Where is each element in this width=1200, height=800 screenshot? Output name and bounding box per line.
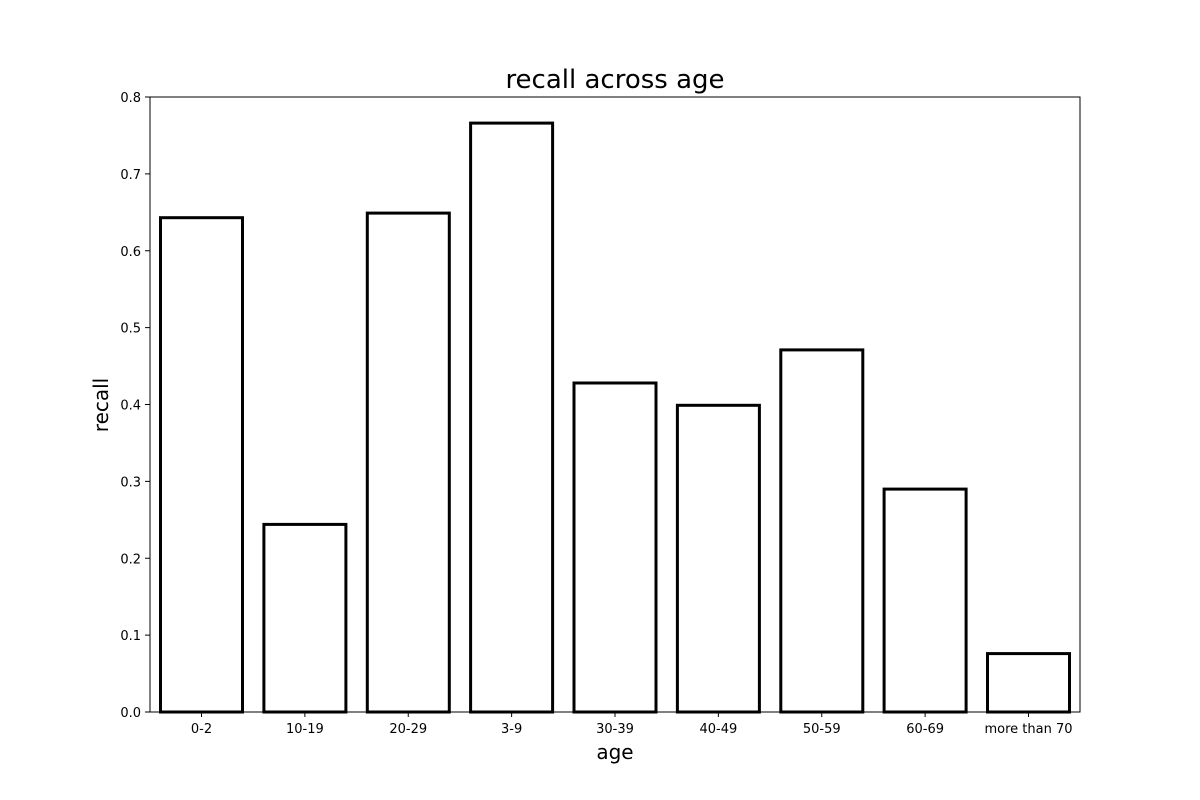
- x-axis-label: age: [596, 740, 633, 764]
- x-tick-label: 10-19: [286, 722, 324, 737]
- y-tick-label: 0.5: [120, 322, 141, 337]
- y-tick-label: 0.4: [120, 399, 141, 414]
- bar-0-2: [159, 216, 244, 714]
- bar-3-9: [469, 121, 555, 714]
- bar-more-than-70: [986, 652, 1071, 714]
- x-tick-label: 50-59: [803, 722, 841, 737]
- x-tick-label: 0-2: [191, 722, 212, 737]
- y-axis: 0.0 0.1 0.2 0.3 0.4 0.5 0.6 0.7 0.8: [120, 91, 150, 721]
- x-axis: 0-2 10-19 20-29 3-9 30-39 40-49 50-59 60-69 more…: [191, 712, 1073, 737]
- y-tick-label: 0.0: [120, 706, 141, 721]
- x-tick-label: 3-9: [501, 722, 522, 737]
- y-tick-label: 0.2: [120, 552, 141, 567]
- x-tick-label: more than 70: [984, 722, 1072, 737]
- y-tick-label: 0.1: [120, 629, 141, 644]
- x-tick-label: 40-49: [699, 722, 737, 737]
- bar-50-59: [779, 348, 865, 714]
- y-axis-label: recall: [89, 378, 113, 432]
- y-tick-label: 0.7: [120, 168, 141, 183]
- chart-title: recall across age: [505, 65, 724, 95]
- bar-20-29: [365, 211, 451, 714]
- x-tick-label: 20-29: [389, 722, 427, 737]
- y-tick-label: 0.6: [120, 245, 141, 260]
- x-tick-label: 30-39: [596, 722, 634, 737]
- x-tick-label: 60-69: [906, 722, 944, 737]
- y-tick-label: 0.8: [120, 91, 141, 106]
- bar-40-49: [675, 403, 761, 714]
- bar-60-69: [882, 487, 968, 714]
- bar-30-39: [572, 381, 658, 714]
- bar-10-19: [262, 522, 348, 714]
- bars-group: [159, 121, 1071, 714]
- y-tick-label: 0.3: [120, 475, 141, 490]
